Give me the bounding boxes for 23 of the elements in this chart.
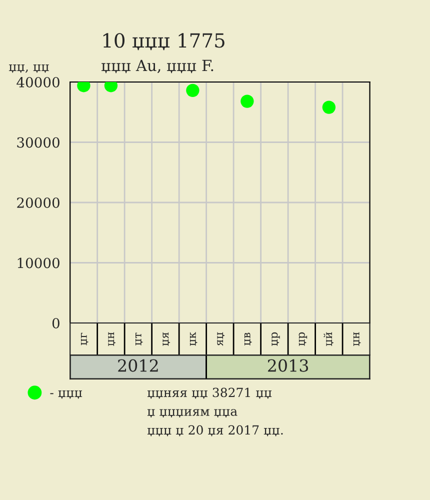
y-tick-label: 40000 [16,76,60,88]
x-tick-label: џг [81,332,88,346]
x-tick-label: џр [272,332,280,346]
y-tick-label: 10000 [18,258,60,268]
x-tick-label: џр [298,332,308,346]
x-tick-label: џя [162,332,170,346]
x-tick-label: џн [108,332,116,346]
x-tick-label: џн [353,332,361,346]
x-tick-label: џт [136,332,143,346]
y-tick-label: 30000 [17,137,60,148]
y-tick-label: 20000 [17,197,60,208]
text: џџняя џџ 38271 џџ џ џџџиям џџа џџџ џ 20 џя 2017 џџ. [147,388,283,436]
x-tick-label: џв [244,332,252,346]
x-tick-label: џк [190,332,198,346]
text: 2012 [118,359,158,372]
x-tick-label: џй [324,332,334,346]
chart-title: 10 џџџ 1775 [103,33,224,50]
legend-label: - џџџ [50,390,82,399]
x-tick-label: яџ [217,332,225,346]
text: 2013 [268,359,308,372]
y-tick-label: 0 [52,318,60,328]
y-axis-title: џџ, џџ [8,64,49,73]
chart-subtitle: џџџ Au, џџџ F. [102,60,214,74]
